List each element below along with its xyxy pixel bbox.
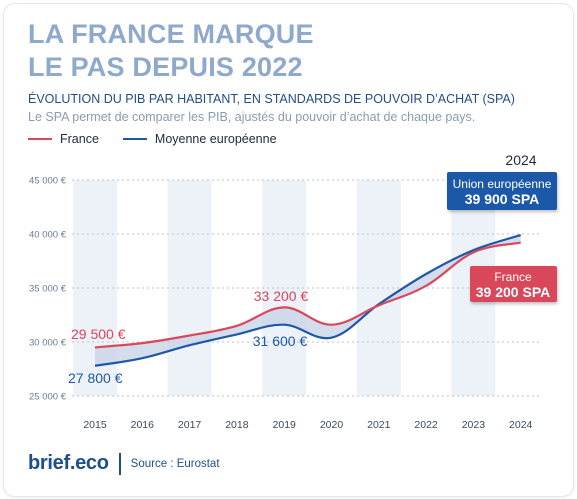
legend-swatch-france <box>28 138 52 140</box>
x-tick-label: 2021 <box>367 419 391 431</box>
footer: brief.eco Source : Eurostat <box>28 452 220 475</box>
title-line-2: LE PAS DEPUIS 2022 <box>28 52 303 82</box>
callout-france-box <box>470 266 557 302</box>
x-tick-label: 2023 <box>462 419 486 431</box>
x-tick-label: 2019 <box>273 419 297 431</box>
annotation-france-2015: 29 500 € <box>71 326 126 342</box>
legend: France Moyenne européenne <box>28 132 277 146</box>
x-tick-label: 2024 <box>509 419 533 431</box>
callout-france: France 39 200 SPA <box>470 266 557 302</box>
year-2024-label: 2024 <box>505 152 536 168</box>
x-tick-label: 2020 <box>320 419 344 431</box>
callout-france-value: 39 200 SPA <box>476 284 550 300</box>
gap-area <box>95 235 521 366</box>
legend-item-eu: Moyenne européenne <box>122 132 277 146</box>
chart-note: Le SPA permet de comparer les PIB, ajust… <box>28 110 476 124</box>
chart-subtitle: ÉVOLUTION DU PIB PAR HABITANT, EN STANDA… <box>28 92 515 106</box>
legend-item-france: France <box>28 132 99 146</box>
source-text: Source : Eurostat <box>130 457 220 470</box>
y-tick-label: 45 000 € <box>29 176 67 187</box>
callout-eu-box <box>447 172 557 210</box>
y-tick-label: 25 000 € <box>29 392 67 403</box>
title-line-1: LA FRANCE MARQUE <box>28 19 314 49</box>
y-tick-label: 35 000 € <box>29 284 67 295</box>
x-axis: 2015 2016 2017 2018 2019 2020 2021 2022 2023 2024 <box>83 419 532 431</box>
annotation-eu-2019: 31 600 € <box>253 333 308 349</box>
x-tick-label: 2016 <box>131 419 155 431</box>
series-line-france <box>94 241 521 349</box>
x-tick-label: 2018 <box>225 419 249 431</box>
footer-separator <box>118 452 121 475</box>
callout-eu-name: Union européenne <box>453 177 552 191</box>
x-tick-label: 2017 <box>178 419 202 431</box>
annotation-france-2019: 33 200 € <box>254 288 309 304</box>
x-tick-label: 2015 <box>83 419 107 431</box>
annotation-eu-2015: 27 800 € <box>68 370 123 386</box>
legend-swatch-eu <box>122 138 147 140</box>
chart-title: LA FRANCE MARQUE LE PAS DEPUIS 2022 <box>28 18 314 84</box>
y-tick-label: 30 000 € <box>29 338 67 349</box>
column-band-2017 <box>167 180 212 396</box>
legend-label-eu: Moyenne européenne <box>154 132 277 146</box>
legend-label-france: France <box>60 132 99 146</box>
brand-logo: brief.eco <box>28 452 109 474</box>
callout-eu-value: 39 900 SPA <box>465 191 539 207</box>
series-line-eu <box>94 234 522 367</box>
x-tick-label: 2022 <box>414 419 438 431</box>
y-axis: 45 000 € 40 000 € 35 000 € 30 000 € 25 000 € <box>29 176 67 403</box>
y-tick-label: 40 000 € <box>29 230 67 241</box>
callout-france-name: France <box>494 270 532 284</box>
callout-eu: Union européenne 39 900 SPA <box>447 172 557 210</box>
